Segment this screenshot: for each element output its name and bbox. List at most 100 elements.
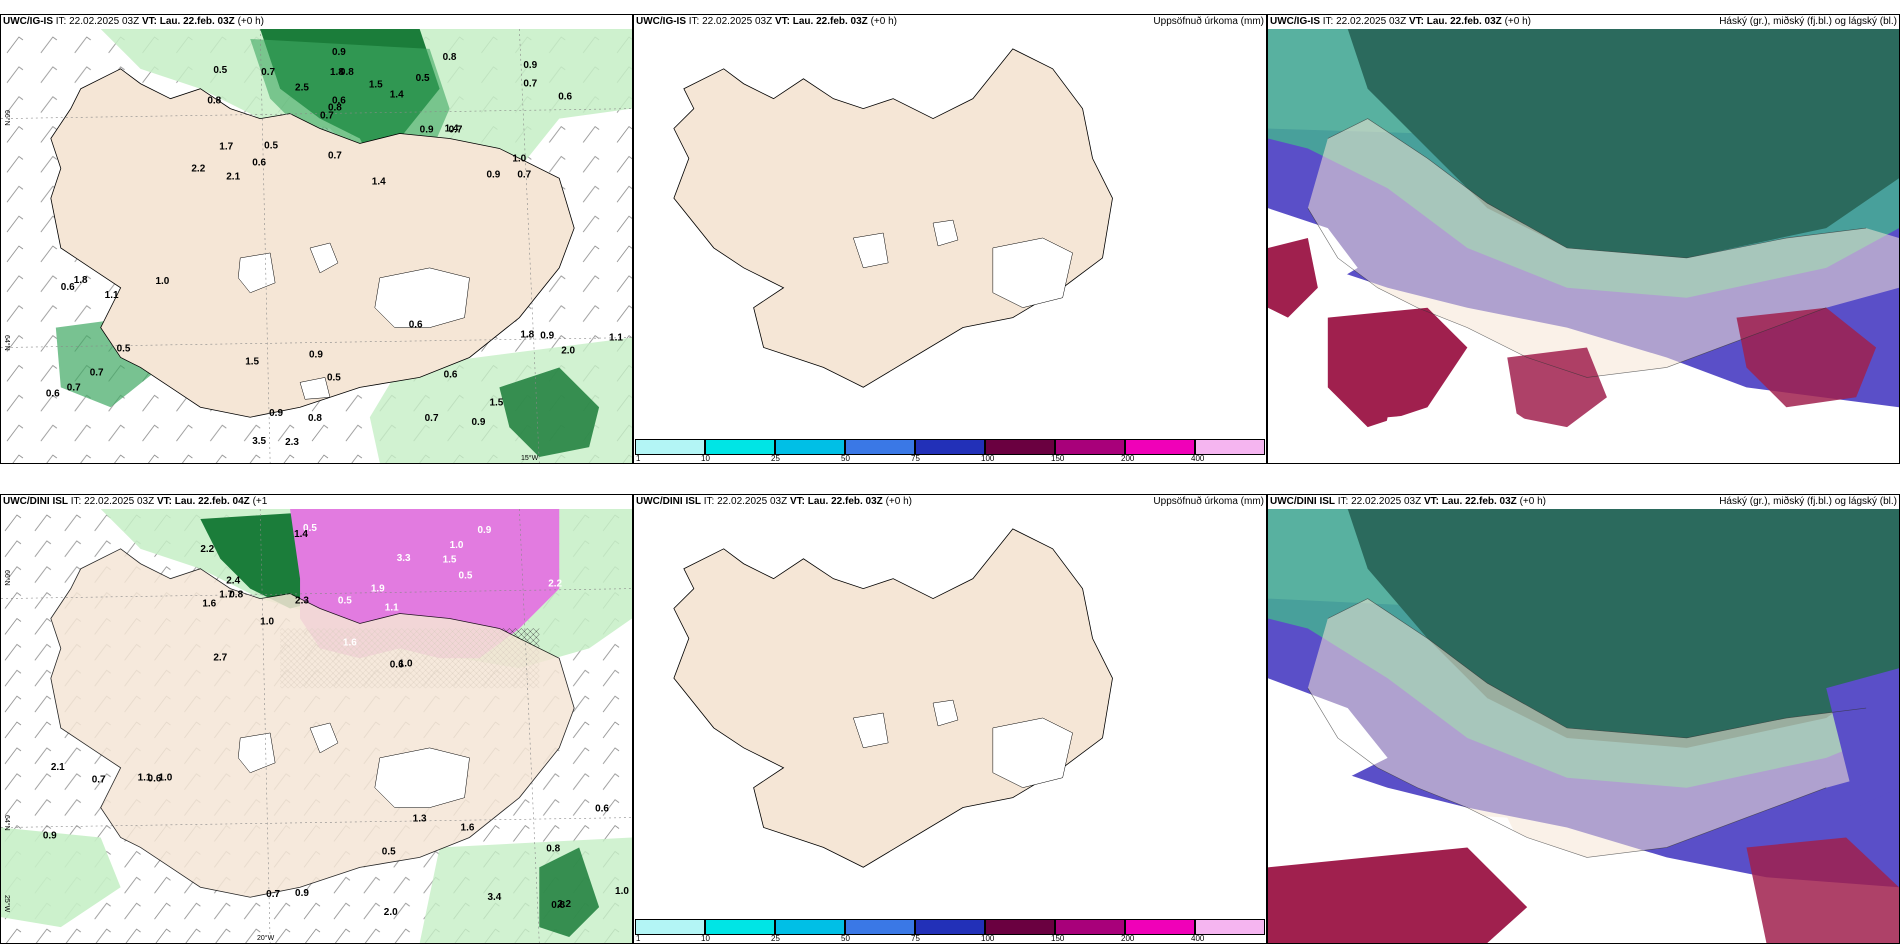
cloud-low-west [1327,307,1468,428]
precip-value-label: 0.9 [332,47,346,58]
precip-value-label: 0.5 [416,73,430,84]
panel-top-accum-precip: UWC/IG-IS IT: 22.02.2025 03Z VT: Lau. 22… [633,14,1267,464]
precip-value-label: 0.7 [517,169,531,180]
colorbar-tick-label: 150 [1051,934,1065,943]
map-area[interactable] [1268,29,1899,463]
model-name: UWC/IG-IS [636,16,686,27]
precip-value-label: 3.5 [252,436,266,447]
colorbar-tick-label: 1 [636,934,641,943]
map-area[interactable]: 0.5 1.0 2.2 0.5 1.1 0.8 2.2 1.5 1.6 3.3 1.9 2.7 1.4 2… [1,509,632,943]
precip-value-label: 2.7 [213,652,227,663]
panel-header: UWC/DINI ISL IT: 22.02.2025 03Z VT: Lau.… [3,496,268,507]
colorbar-tick-label: 50 [841,454,850,463]
precip-value-label: 2.2 [200,544,214,555]
precip-value-label: 0.8 [551,900,565,911]
map-area[interactable] [634,29,1266,439]
precip-value-label: 0.6 [148,774,162,785]
precip-value-label: 1.6 [202,599,216,610]
precip-value-label: 3.3 [397,553,411,564]
graticule [1,29,632,463]
glacier-langjokull [852,232,889,269]
precip-value-label: 1.4 [294,529,308,540]
glacier-vatnajokull [374,747,470,808]
colorbar-tick-label: 200 [1121,454,1135,463]
cloud-cover-map [1268,509,1899,943]
precip-value-label: 0.8 [328,103,342,114]
precip-value-label: 0.9 [309,349,323,360]
panel-title: Uppsöfnuð úrkoma (mm) [1153,496,1264,507]
colorbar-tick-label: 50 [841,934,850,943]
precip-value-label: 1.4 [445,124,459,135]
precip-value-label: 1.0 [159,773,173,784]
precip-south-dark [539,847,600,938]
colorbar-swatch [1125,919,1195,935]
glacier-hofsjokull [932,699,959,727]
precip-value-label: 1.8 [520,330,534,341]
glacier-vatnajokull [992,717,1073,788]
colorbar-tick-label: 100 [981,934,995,943]
map-area[interactable] [1268,509,1899,943]
colorbar-swatch [915,919,985,935]
precip-value-label: 0.5 [459,571,473,582]
map-area[interactable] [634,509,1266,919]
lon-label-20: 20°W [257,935,275,942]
colorbar-swatch [985,439,1055,455]
init-time: 22.02.2025 03Z [1351,496,1422,507]
map-area[interactable]: 0.7 0.8 0.9 0.7 0.5 2.1 1.8 1.5 1.7 2.5 2.2 0.6 0.8 1… [1,29,632,463]
precip-value-label: 1.0 [450,540,464,551]
glacier-langjokull [852,712,889,749]
valid-time: Lau. 22.feb. 03Z [1426,16,1502,27]
precip-value-label: 1.4 [372,176,386,187]
precip-value-label: 0.5 [382,846,396,857]
colorbar-swatch [1195,439,1265,455]
precip-pink [290,509,560,659]
valid-time: Lau. 22.feb. 03Z [159,16,235,27]
precip-value-label: 1.5 [245,356,259,367]
precip-value-label: 0.7 [425,413,439,424]
colorbar: 1 10 25 50 75 100 150 200 400 [635,439,1265,463]
precip-west [1,827,121,928]
colorbar-swatch [1055,919,1125,935]
precip-value-label: 1.4 [390,90,404,101]
valid-time: Lau. 22.feb. 03Z [1441,496,1517,507]
precip-value-label: 1.3 [413,814,427,825]
precip-value-label: 0.9 [486,169,500,180]
forecast-offset: (+0 h) [885,496,912,507]
colorbar: 1 10 25 50 75 100 150 200 400 [635,919,1265,943]
colorbar-tick-label: 75 [911,934,920,943]
precip-value-label: 0.9 [43,830,57,841]
iceland-land [50,68,575,418]
init-time: 22.02.2025 03Z [717,496,788,507]
precip-value-label: 1.0 [512,153,526,164]
precip-value-label: 0.6 [595,804,609,815]
precip-value-label: 0.9 [295,888,309,899]
panel-bottom-precip-wind: UWC/DINI ISL IT: 22.02.2025 03Z VT: Lau.… [0,494,633,944]
glacier-hofsjokull [309,242,339,274]
panel-header: UWC/DINI ISL IT: 22.02.2025 03Z VT: Lau.… [636,496,1264,507]
precip-value-label: 0.8 [229,590,243,601]
precip-values: 0.51.02.20.51.10.82.21.51.63.31.92.71.42… [43,523,629,918]
precip-value-label: 0.7 [92,775,106,786]
precip-value-label: 0.7 [320,111,334,122]
precip-value-label: 0.6 [409,320,423,331]
glacier-hofsjokull [309,722,339,754]
precip-value-label: 0.8 [340,67,354,78]
graticule [1,509,632,943]
cloud-low-south [1507,347,1607,428]
panel-top-clouds: UWC/IG-IS IT: 22.02.2025 03Z VT: Lau. 22… [1267,14,1900,464]
cloud-cover-map [1268,29,1899,463]
precip-value-label: 2.2 [548,579,562,590]
colorbar-swatch [775,439,845,455]
precip-value-label: 1.0 [615,886,629,897]
precip-value-label: 1.8 [330,67,344,78]
colorbar-swatch [1195,919,1265,935]
precip-value-label: 1.1 [138,773,152,784]
precip-value-label: 1.6 [343,637,357,648]
accum-precip-map [634,29,1266,439]
forecast-offset: (+1 [252,496,268,507]
coastline-overlay [1307,598,1867,858]
colorbar-tick-label: 1 [636,454,641,463]
precip-value-label: 0.8 [207,96,221,107]
precip-value-label: 0.7 [328,150,342,161]
lat-label-64: 64°N [3,815,10,831]
